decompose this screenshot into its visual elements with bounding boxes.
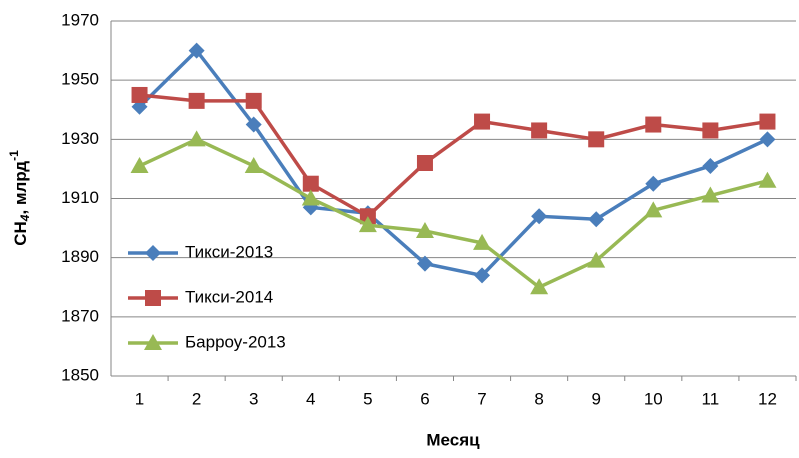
marker: [758, 171, 777, 188]
marker: [644, 201, 663, 218]
y-tick-label: 1850: [61, 365, 99, 384]
marker: [302, 175, 319, 192]
marker: [245, 92, 262, 109]
marker: [531, 208, 548, 225]
marker: [474, 267, 491, 284]
marker: [187, 130, 206, 147]
marker: [588, 211, 605, 228]
marker: [702, 157, 719, 174]
x-tick-label: 12: [758, 389, 777, 408]
y-axis-label: CH4, млрд-1: [7, 150, 32, 246]
marker: [474, 113, 491, 130]
series-line: [139, 93, 768, 219]
x-tick-label: 8: [534, 389, 543, 408]
y-tick-label: 1970: [61, 10, 99, 29]
x-axis-label: Месяц: [426, 430, 480, 449]
legend-marker: [145, 290, 161, 306]
x-tick-label: 4: [306, 389, 315, 408]
x-tick-label: 1: [135, 389, 144, 408]
marker: [244, 156, 263, 173]
marker: [588, 131, 605, 148]
marker: [130, 156, 149, 173]
x-tick-label: 9: [591, 389, 600, 408]
series-line: [138, 137, 768, 290]
legend-marker: [144, 334, 162, 350]
x-tick-label: 10: [644, 389, 663, 408]
marker: [645, 175, 662, 192]
x-tick-label: 7: [477, 389, 486, 408]
marker: [416, 155, 433, 171]
series-line: [138, 47, 769, 278]
y-tick-label: 1910: [61, 188, 99, 207]
y-label-sub: 4: [18, 214, 32, 222]
marker: [131, 86, 148, 103]
marker: [759, 131, 776, 148]
marker: [416, 255, 433, 272]
x-tick-label: 3: [249, 389, 258, 408]
x-tick-label: 2: [192, 389, 201, 408]
marker: [645, 116, 662, 133]
marker: [245, 116, 262, 133]
y-label-part: CH: [11, 221, 30, 246]
marker: [531, 122, 548, 139]
x-tick-label: 11: [702, 389, 720, 408]
x-tick-label: 5: [363, 389, 372, 408]
marker: [530, 278, 549, 295]
marker: [301, 189, 320, 206]
legend-label: Тикси-2013: [185, 242, 273, 261]
marker: [702, 122, 719, 139]
marker: [587, 251, 606, 268]
marker: [188, 42, 205, 59]
y-tick-label: 1890: [61, 247, 99, 266]
y-label-sup: -1: [7, 150, 21, 161]
legend-label: Барроу-2013: [185, 332, 286, 351]
x-tick-label: 6: [420, 389, 429, 408]
marker: [188, 92, 205, 109]
marker: [415, 222, 434, 239]
legend-marker: [145, 245, 161, 261]
legend-label: Тикси-2014: [185, 287, 273, 306]
y-label-part: , млрд: [11, 161, 30, 215]
y-tick-label: 1870: [61, 306, 99, 325]
marker: [473, 233, 492, 250]
marker: [759, 113, 776, 130]
marker: [358, 216, 377, 233]
marker: [701, 186, 720, 203]
y-tick-label: 1950: [61, 70, 99, 89]
y-tick-label: 1930: [61, 129, 99, 148]
